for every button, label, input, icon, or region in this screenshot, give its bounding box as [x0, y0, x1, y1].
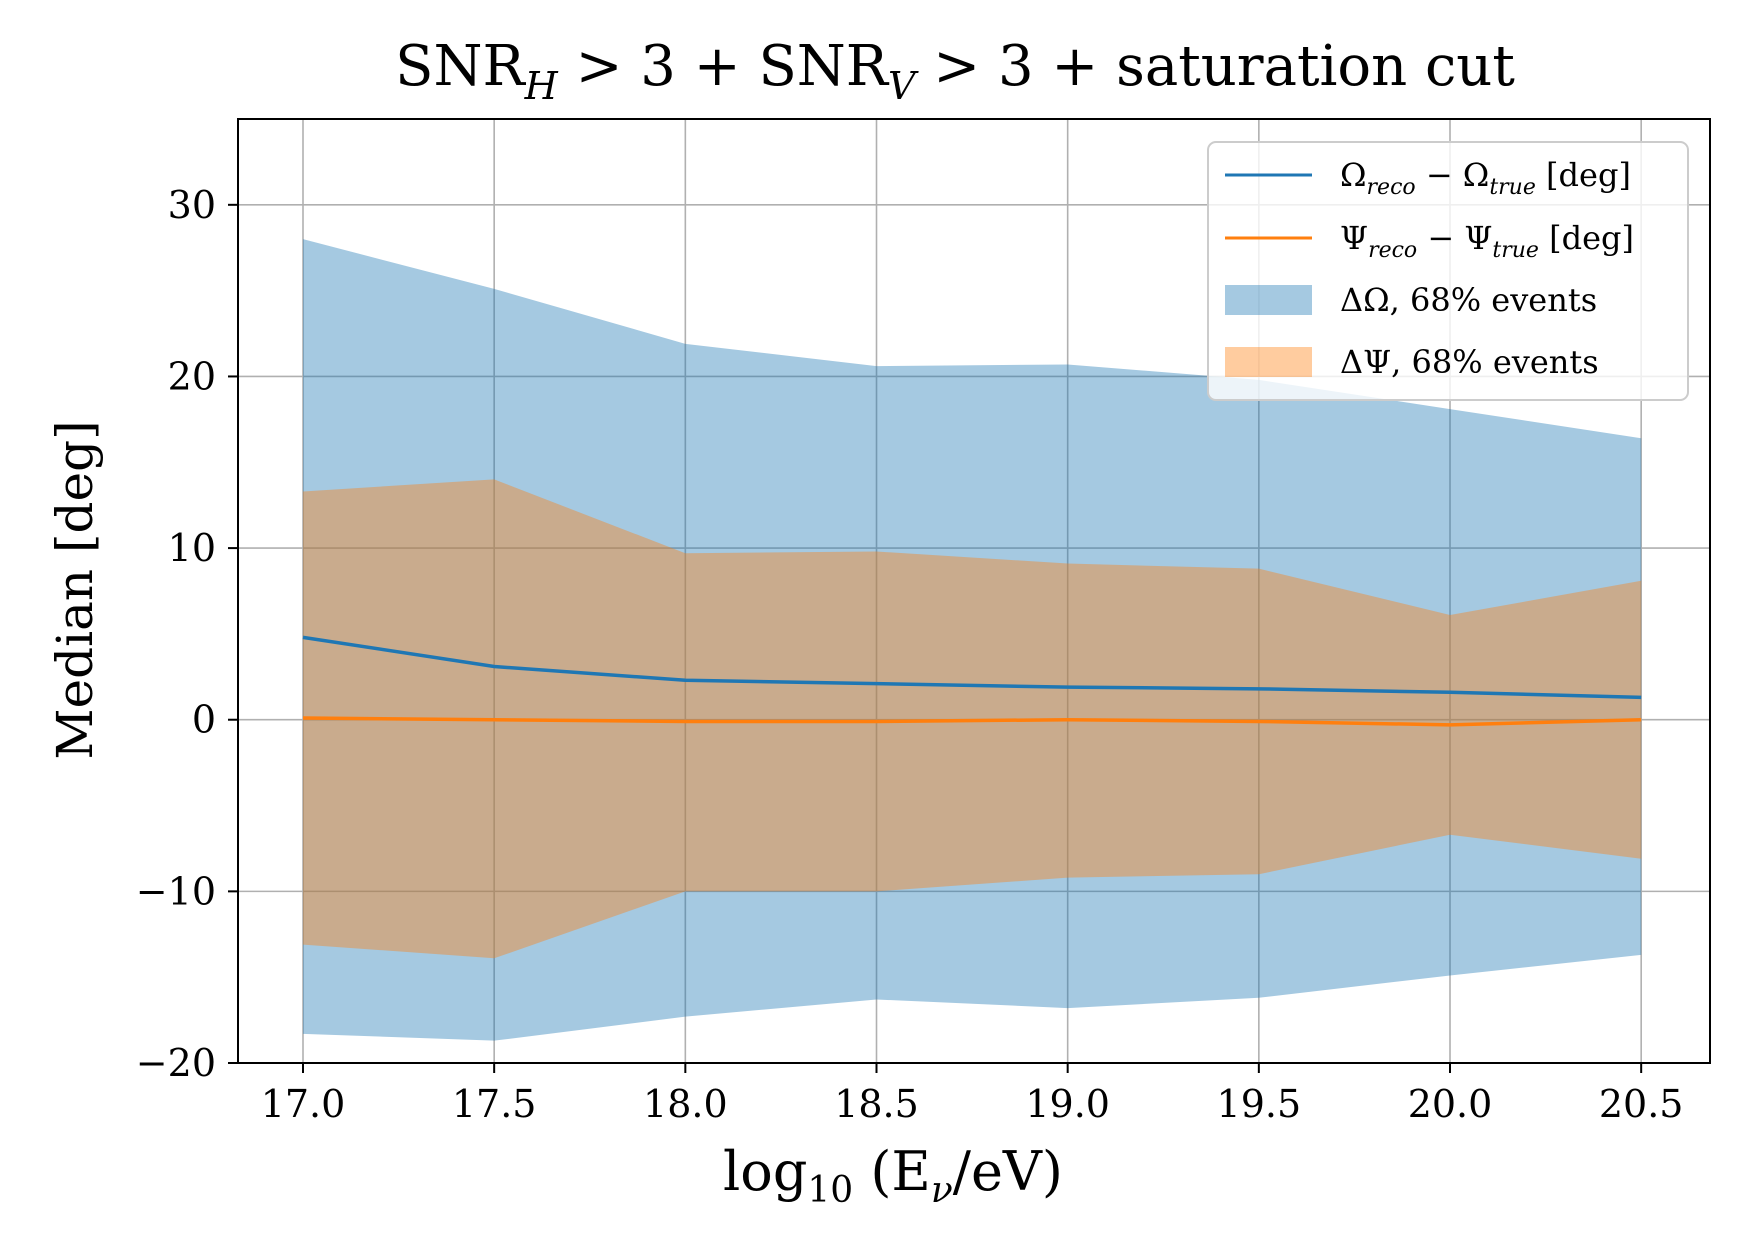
y-tick-label: 10 — [168, 526, 216, 570]
legend-label-psi-band: ΔΨ, 68% events — [1340, 343, 1599, 381]
legend-swatch-psi-band — [1225, 347, 1312, 377]
x-tick-label: 17.5 — [452, 1082, 537, 1126]
y-axis-label: Median [deg] — [46, 420, 104, 759]
plot-frame — [237, 118, 1711, 1064]
legend-box — [1207, 141, 1689, 401]
band-omega — [302, 239, 1642, 1041]
x-tick-label: 20.0 — [1408, 1082, 1493, 1126]
x-tick-label: 17.0 — [261, 1082, 346, 1126]
x-tick-label: 19.0 — [1025, 1082, 1110, 1126]
x-tick-label: 20.5 — [1599, 1082, 1684, 1126]
y-tick-label: 20 — [168, 354, 216, 398]
y-tick-label: 30 — [168, 183, 216, 227]
x-tick-label: 18.5 — [834, 1082, 919, 1126]
legend-label-omega: Ωreco − Ωtrue [deg] — [1340, 156, 1631, 200]
x-tick-label: 18.0 — [643, 1082, 728, 1126]
legend: Ωreco − Ωtrue [deg] Ψreco − Ψtrue [deg] … — [1207, 141, 1689, 401]
y-tick-label: −10 — [136, 869, 216, 913]
axis-ticks: 17.0 17.5 18.0 18.5 19.0 19.5 20.0 20.5 −20 −10 0 1… — [136, 183, 1684, 1126]
chart-title: SNRH > 3 + SNRV > 3 + saturation cut — [395, 34, 1515, 108]
x-tick-label: 19.5 — [1217, 1082, 1302, 1126]
legend-label-psi: Ψreco − Ψtrue [deg] — [1340, 219, 1634, 263]
y-tick-label: 0 — [192, 698, 216, 742]
legend-swatch-omega-band — [1225, 285, 1312, 315]
line-psi — [302, 716, 1642, 727]
legend-label-omega-band: ΔΩ, 68% events — [1340, 281, 1597, 319]
series-lines — [302, 635, 1642, 727]
line-omega — [302, 635, 1642, 700]
x-axis-label: log10 (Eν/eV) — [723, 1140, 1063, 1211]
y-tick-label: −20 — [136, 1041, 216, 1085]
